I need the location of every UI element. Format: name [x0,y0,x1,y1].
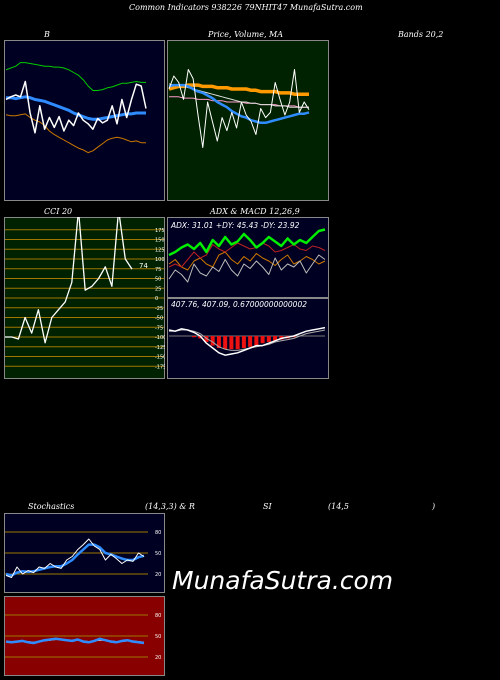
cci-tick-label: 75 [155,267,161,273]
price-panel [167,40,329,201]
cci-tick-label: -25 [155,306,163,312]
cci-tick-label: -75 [155,325,163,331]
bollinger-panel [4,40,165,201]
cci-tick-label: -100 [155,335,165,341]
ma-orange-line [168,83,309,96]
stoch-params: (14,3,3) & R [145,502,195,511]
stoch-d-line [5,543,145,577]
watermark: MunafaSutra.com [172,566,394,595]
stoch-tick-label: 50 [155,551,161,557]
cci-panel: 175 150 125 100 75 50 25 0 -25 -50 -75 -100 -125 -150… [4,217,165,379]
bb-title: B [44,30,50,39]
price-line [168,69,310,148]
stoch-panel: 80 50 20 [4,513,165,593]
cci-tick-label: 150 [155,238,165,244]
cci-last-label: 74 [139,262,148,270]
cci-tick-label: 25 [155,286,161,292]
rsi-title: SI [263,502,272,511]
lower-band-line [5,113,146,154]
cci-tick-label: 100 [155,257,165,263]
rsi-tick-label: 50 [155,634,161,640]
rsi-line [5,637,145,645]
upper-band-line [5,62,146,91]
rsi-panel: 80 50 20 [4,596,165,676]
cci-tick-label: 125 [155,247,165,253]
stoch-title: Stochastics [28,502,75,511]
cci-line [5,217,133,344]
rsi-close: ) [432,502,436,511]
cci-tick-label: -175 [155,364,165,370]
stoch-tick-label: 20 [155,572,161,578]
rsi-params: (14,5 [328,502,349,511]
rsi-tick-label: 80 [155,613,161,619]
adx-line [168,242,326,268]
stoch-tick-label: 80 [155,530,161,536]
page-title: Common Indicators 938226 79NHIT47 Munafa… [129,3,363,12]
adx-gray-line [168,254,326,283]
stoch-k-line [5,538,145,578]
cci-tick-label: 0 [155,296,158,302]
plus-di-line [168,228,326,257]
cci-tick-label: 175 [155,228,165,234]
macd-background [167,298,329,379]
macd-panel: 407.76, 407.09, 0.67000000000002 [167,298,329,379]
price-background [167,40,329,201]
price-line [5,80,147,134]
rsi-tick-label: 20 [155,655,161,661]
cci-tick-label: 50 [155,277,161,283]
macd-values: 407.76, 407.09, 0.67000000000002 [171,300,307,309]
cci-tick-label: -150 [155,355,165,361]
macd-line [168,326,326,356]
bands-title: Bands 20,2 [398,30,444,39]
price-title: Price, Volume, MA [208,30,284,39]
adx-values: ADX: 31.01 +DY: 45.43 -DY: 23.92 [170,221,300,230]
adx-title: ADX & MACD 12,26,9 [210,207,300,216]
adx-panel: ADX: 31.01 +DY: 45.43 -DY: 23.92 [167,217,329,298]
middle-band-line [6,95,146,121]
adx-background [167,217,329,298]
cci-title: CCI 20 [44,207,73,216]
cci-tick-label: -125 [155,345,165,351]
cci-tick-label: -50 [155,316,163,322]
